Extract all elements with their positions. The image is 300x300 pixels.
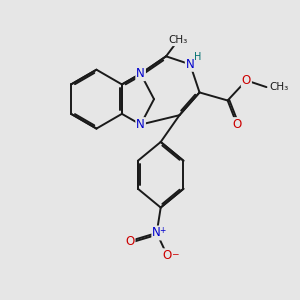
- Text: H: H: [194, 52, 202, 62]
- Text: N: N: [152, 226, 161, 239]
- Text: N: N: [186, 58, 194, 71]
- Text: O: O: [242, 74, 251, 87]
- Text: N: N: [136, 67, 145, 80]
- Text: O: O: [232, 118, 242, 131]
- Text: O: O: [163, 249, 172, 262]
- Text: −: −: [171, 249, 178, 258]
- Text: +: +: [159, 226, 166, 235]
- Text: N: N: [136, 118, 145, 131]
- Text: CH₃: CH₃: [269, 82, 288, 92]
- Text: O: O: [125, 235, 134, 248]
- Text: CH₃: CH₃: [169, 35, 188, 45]
